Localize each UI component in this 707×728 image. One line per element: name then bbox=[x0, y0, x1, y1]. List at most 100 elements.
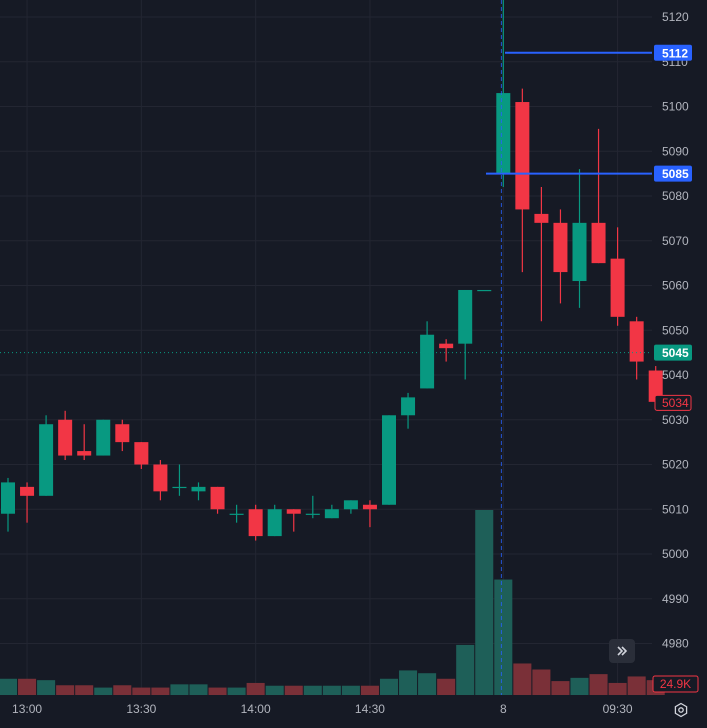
candle-body bbox=[134, 442, 149, 465]
candle-body bbox=[534, 213, 549, 223]
candle-body bbox=[420, 334, 435, 389]
candle-body bbox=[286, 509, 301, 514]
volume-bar bbox=[303, 685, 322, 695]
volume-bar bbox=[132, 687, 151, 695]
volume-bar bbox=[284, 685, 303, 695]
candle-body bbox=[39, 424, 54, 496]
volume-bar bbox=[570, 677, 589, 695]
volume-bar bbox=[151, 687, 170, 695]
candle-body bbox=[324, 509, 339, 519]
x-tick-label: 09:30 bbox=[603, 702, 633, 716]
time-axis[interactable]: 13:00 13:30 14:00 14:30 8 09:30 bbox=[12, 702, 633, 716]
volume-bar bbox=[399, 670, 418, 695]
last-price-badge bbox=[654, 344, 692, 361]
overlays bbox=[0, 0, 652, 695]
candle-body bbox=[20, 486, 35, 496]
candle-body bbox=[362, 504, 377, 510]
candle-body bbox=[58, 419, 73, 456]
price-line-label: 5085 bbox=[662, 167, 689, 181]
current-price-label: 5034 bbox=[662, 396, 689, 410]
volume-bar bbox=[379, 678, 399, 695]
volume-bar bbox=[94, 687, 113, 695]
candle-body bbox=[115, 424, 130, 443]
candle-body bbox=[77, 451, 92, 456]
candle-body bbox=[648, 370, 663, 402]
price-line-badge[interactable] bbox=[654, 44, 692, 61]
candle-body bbox=[496, 93, 511, 174]
volume-bar bbox=[227, 687, 246, 695]
volume-bar bbox=[608, 682, 627, 695]
candle-body bbox=[515, 102, 530, 210]
volume-bar bbox=[18, 678, 37, 695]
y-tick-label: 5120 bbox=[662, 10, 689, 24]
volume-value-badge bbox=[652, 675, 699, 693]
x-tick-label: 13:00 bbox=[12, 702, 42, 716]
candle-body bbox=[572, 222, 587, 282]
y-tick-label: 4990 bbox=[662, 592, 689, 606]
candle-body bbox=[591, 222, 606, 264]
candle-body bbox=[553, 222, 568, 273]
price-axis[interactable]: 5120511051005090508050705060505050405030… bbox=[652, 10, 699, 693]
candles bbox=[1, 0, 663, 541]
volume-bar bbox=[341, 685, 360, 695]
volume-bar bbox=[246, 682, 265, 695]
candle-body bbox=[458, 289, 473, 344]
grid-lines bbox=[0, 0, 652, 695]
candle-body bbox=[248, 509, 263, 537]
volume-bar bbox=[589, 674, 608, 695]
y-tick-label: 5020 bbox=[662, 458, 689, 472]
volume-bar bbox=[265, 685, 284, 695]
candle-body bbox=[629, 321, 644, 362]
volume-bar bbox=[322, 685, 341, 695]
y-tick-label: 5070 bbox=[662, 234, 689, 248]
y-tick-label: 5040 bbox=[662, 368, 689, 382]
gear-icon bbox=[674, 702, 688, 718]
double-chevron-right-icon bbox=[617, 646, 628, 656]
volume-bar bbox=[551, 681, 570, 695]
y-tick-label: 5000 bbox=[662, 547, 689, 561]
settings-button[interactable] bbox=[670, 699, 692, 721]
candle-body bbox=[229, 513, 244, 515]
volume-bar bbox=[189, 684, 208, 695]
price-line-badge[interactable] bbox=[654, 165, 692, 182]
y-tick-label: 5060 bbox=[662, 279, 689, 293]
volume-bar bbox=[37, 680, 56, 695]
x-tick-label: 14:00 bbox=[241, 702, 271, 716]
candle-body bbox=[96, 419, 111, 456]
candle-body bbox=[610, 258, 625, 317]
volume-bar bbox=[513, 663, 532, 695]
volume-bar bbox=[418, 673, 437, 695]
volume-bar bbox=[208, 687, 227, 695]
volume-bar bbox=[475, 510, 494, 695]
candle-body bbox=[439, 343, 454, 349]
candle-body bbox=[477, 289, 492, 292]
candle-body bbox=[401, 397, 416, 416]
volume-bars bbox=[0, 510, 665, 695]
candle-body bbox=[305, 513, 320, 515]
volume-bar bbox=[75, 685, 94, 695]
volume-bar bbox=[360, 685, 379, 695]
last-price-label: 5045 bbox=[662, 346, 689, 360]
x-tick-label: 13:30 bbox=[126, 702, 156, 716]
x-tick-label: 8 bbox=[500, 702, 507, 716]
candle-body bbox=[343, 500, 358, 510]
volume-bar bbox=[456, 644, 475, 695]
candle-body bbox=[153, 464, 168, 492]
y-tick-label: 5090 bbox=[662, 144, 689, 158]
candle-body bbox=[210, 486, 225, 510]
candle-body bbox=[1, 482, 15, 514]
volume-bar bbox=[170, 684, 189, 695]
y-tick-label: 5080 bbox=[662, 189, 689, 203]
volume-bar bbox=[627, 676, 646, 695]
volume-bar bbox=[0, 678, 18, 695]
y-tick-label: 5030 bbox=[662, 413, 689, 427]
candle-body bbox=[191, 486, 206, 492]
scroll-to-realtime-button[interactable] bbox=[609, 639, 635, 663]
candle-body bbox=[267, 509, 282, 537]
volume-bar bbox=[494, 579, 513, 695]
y-tick-label: 5050 bbox=[662, 323, 689, 337]
x-tick-label: 14:30 bbox=[355, 702, 385, 716]
current-price-badge bbox=[654, 394, 692, 411]
y-tick-label: 4980 bbox=[662, 637, 689, 651]
